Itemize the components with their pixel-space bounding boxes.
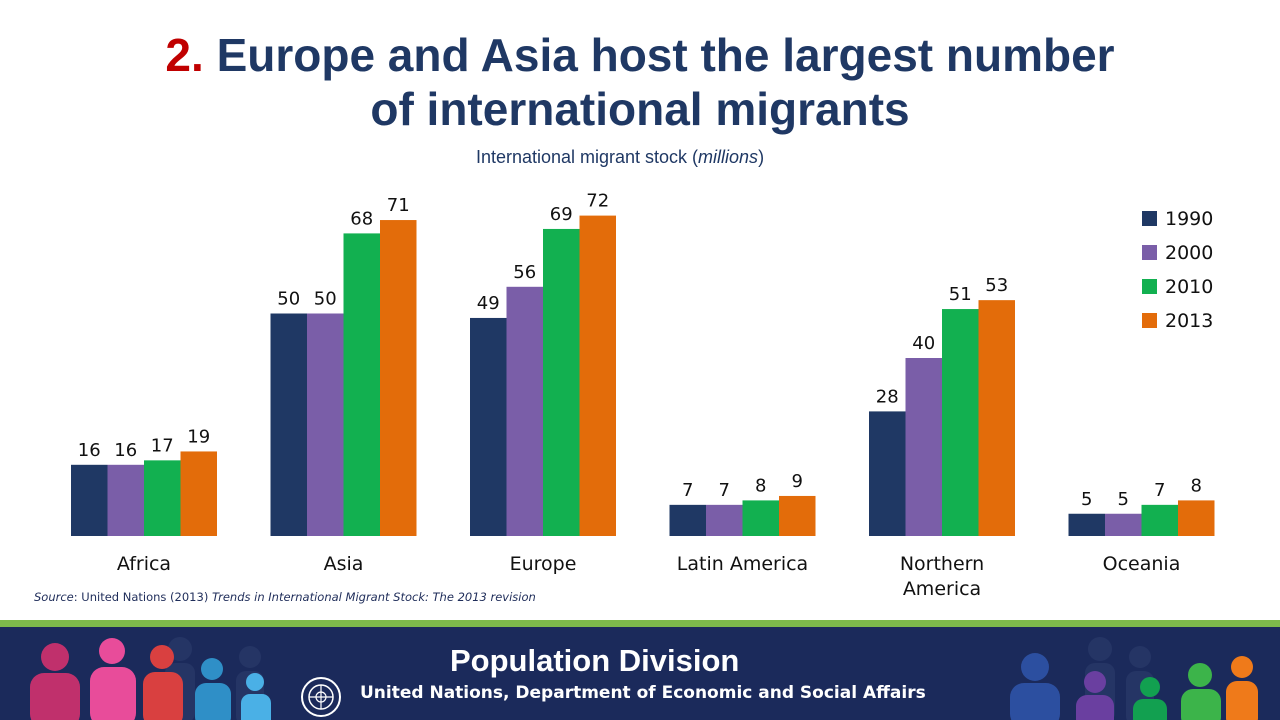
data-label-latin-america-2000: 7 [719,480,730,501]
data-label-oceania-1990: 5 [1081,489,1092,510]
bar-asia-2010 [343,233,380,536]
data-label-europe-2010: 69 [550,204,573,225]
bar-latin-america-2013 [779,495,816,536]
bar-northern-america-2013 [978,300,1015,536]
title-line-2: of international migrants [370,83,910,135]
un-emblem-icon [301,677,341,717]
subtitle-unit: millions [698,147,759,167]
source-publication: Trends in International Migrant Stock: T… [211,590,536,604]
people-right-illustration [1010,637,1258,720]
bar-oceania-1990 [1068,513,1105,536]
bar-asia-1990 [270,313,307,536]
subtitle-close: ) [758,147,765,167]
category-label-europe: Europe [510,553,577,575]
data-label-europe-2013: 72 [586,191,609,212]
bar-northern-america-2000 [905,358,942,536]
category-label-asia: Asia [324,553,364,575]
bar-europe-1990 [470,317,507,536]
bar-northern-america-2010 [942,309,979,536]
bar-oceania-2000 [1105,513,1142,536]
people-left-illustration [30,637,271,720]
bar-latin-america-2000 [706,504,743,536]
category-label-latin-america: Latin America [677,553,808,575]
data-label-northern-america-2000: 40 [912,333,935,354]
bar-chart: 16 16 17 19 Africa 50 50 68 71 Asia 49 56 69 72 Europe… [71,191,1215,600]
category-label-africa: Africa [117,553,171,575]
bar-africa-1990 [71,464,108,536]
data-label-oceania-2013: 8 [1191,475,1202,496]
footer-title: Population Division [450,643,740,678]
data-label-latin-america-2013: 9 [792,471,803,492]
bar-oceania-2013 [1178,500,1215,536]
data-label-asia-1990: 50 [277,289,300,310]
bar-northern-america-1990 [869,411,906,536]
source-text: : United Nations (2013) [73,590,212,604]
bar-latin-america-2010 [742,500,779,536]
subtitle-text: International migrant stock ( [475,147,699,167]
chart-subtitle: International migrant stock (millions) [0,147,1240,168]
data-label-europe-1990: 49 [477,293,500,314]
data-label-europe-2000: 56 [513,262,536,283]
legend-swatch-2013 [1142,313,1157,328]
bar-europe-2013 [579,215,616,536]
footer-subtitle: United Nations, Department of Economic a… [360,683,926,703]
bar-oceania-2010 [1141,504,1178,536]
data-label-asia-2010: 68 [350,208,373,229]
data-label-asia-2013: 71 [387,195,410,216]
data-label-africa-2000: 16 [114,440,137,461]
data-label-oceania-2010: 7 [1154,480,1165,501]
bar-africa-2013 [180,451,217,536]
data-label-latin-america-2010: 8 [755,475,766,496]
footer-banner: Population Division United Nations, Depa… [0,627,1280,720]
source-prefix: Source [34,590,74,604]
title-line-1: 2. Europe and Asia host the largest numb… [0,28,1280,82]
bar-latin-america-1990 [669,504,706,536]
category-label-northern-america: America [903,578,981,600]
legend-swatch-2000 [1142,245,1157,260]
bar-europe-2010 [543,228,580,536]
legend-label-1990: 1990 [1165,208,1213,230]
legend-label-2013: 2013 [1165,310,1213,332]
data-label-northern-america-1990: 28 [876,386,899,407]
data-label-oceania-2000: 5 [1118,489,1129,510]
data-label-northern-america-2010: 51 [949,284,972,305]
title-text-1: Europe and Asia host the largest number [216,29,1115,81]
data-label-africa-2013: 19 [187,426,210,447]
legend-label-2000: 2000 [1165,242,1213,264]
data-label-africa-1990: 16 [78,440,101,461]
category-label-northern-america: Northern [900,553,984,575]
source-note: Source: United Nations (2013) Trends in … [34,590,536,604]
data-label-northern-america-2013: 53 [985,275,1008,296]
bar-africa-2000 [107,464,144,536]
bar-asia-2000 [307,313,344,536]
legend-swatch-2010 [1142,279,1157,294]
data-label-asia-2000: 50 [314,289,337,310]
category-label-oceania: Oceania [1103,553,1181,575]
bar-africa-2010 [144,460,181,536]
legend-swatch-1990 [1142,211,1157,226]
title-number: 2. [165,29,204,81]
legend-label-2010: 2010 [1165,276,1213,298]
data-label-africa-2010: 17 [151,435,174,456]
slide-title: 2. Europe and Asia host the largest numb… [0,28,1280,136]
footer-accent-strip [0,620,1280,627]
data-label-latin-america-1990: 7 [682,480,693,501]
bar-asia-2013 [380,220,417,537]
bar-europe-2000 [506,286,543,536]
